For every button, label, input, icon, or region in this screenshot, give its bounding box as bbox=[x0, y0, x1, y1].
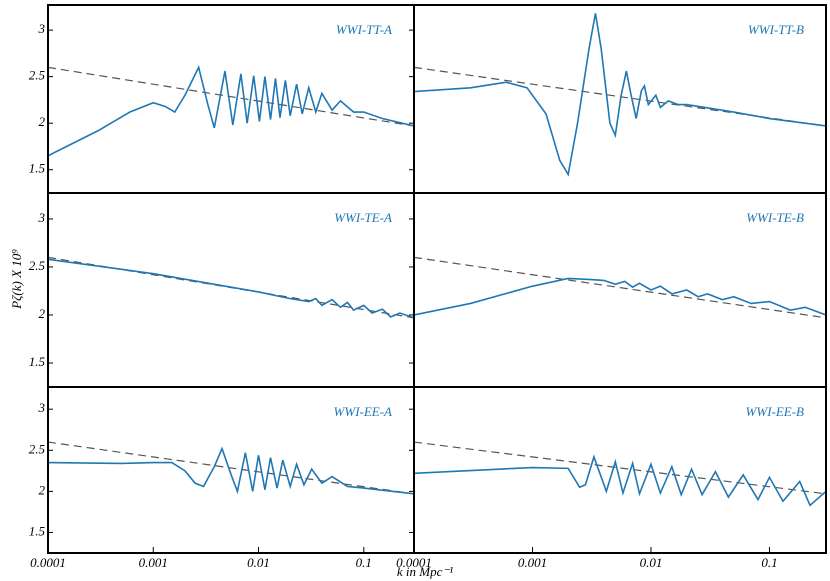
data-line bbox=[414, 13, 826, 177]
panel-annotation: WWI-EE-A bbox=[334, 404, 393, 419]
data-line bbox=[414, 454, 826, 507]
y-tick-label: 3 bbox=[38, 21, 46, 36]
panel-annotation: WWI-TT-B bbox=[748, 22, 804, 37]
data-line bbox=[414, 277, 826, 316]
panel-frame bbox=[413, 386, 827, 554]
y-tick-label: 1.5 bbox=[29, 523, 46, 538]
panel-annotation: WWI-TE-B bbox=[746, 210, 804, 225]
panel-annotation: WWI-TE-A bbox=[334, 210, 392, 225]
panel-annotation: WWI-TT-A bbox=[336, 22, 392, 37]
y-tick-label: 1.5 bbox=[29, 354, 46, 369]
y-tick-label: 1.5 bbox=[29, 161, 46, 176]
y-tick-label: 2.5 bbox=[29, 441, 46, 456]
reference-line bbox=[47, 441, 415, 495]
x-tick-label: 0.1 bbox=[356, 555, 372, 570]
reference-line bbox=[47, 66, 415, 127]
x-tick-label: 0.0001 bbox=[30, 555, 66, 570]
x-tick-label: 0.01 bbox=[640, 555, 663, 570]
x-tick-label: 0.0001 bbox=[396, 555, 432, 570]
x-axis-label: k in Mpc⁻¹ bbox=[397, 564, 453, 579]
y-tick-label: 3 bbox=[38, 400, 46, 415]
x-tick-label: 0.001 bbox=[139, 555, 168, 570]
x-tick-label: 0.1 bbox=[761, 555, 777, 570]
y-tick-label: 2.5 bbox=[29, 258, 46, 273]
data-line bbox=[48, 65, 414, 157]
reference-line bbox=[413, 66, 827, 127]
y-tick-label: 3 bbox=[38, 210, 46, 225]
y-tick-label: 2 bbox=[39, 114, 46, 129]
y-tick-label: 2 bbox=[39, 482, 46, 497]
y-tick-label: 2 bbox=[39, 306, 46, 321]
panel-annotation: WWI-EE-B bbox=[746, 404, 805, 419]
data-line bbox=[48, 258, 414, 319]
x-tick-label: 0.01 bbox=[247, 555, 270, 570]
y-tick-label: 2.5 bbox=[29, 68, 46, 83]
reference-line bbox=[413, 256, 827, 319]
x-tick-label: 0.001 bbox=[518, 555, 547, 570]
data-line bbox=[48, 446, 414, 495]
reference-line bbox=[413, 441, 827, 495]
y-axis-label: Pζ(k) X 10⁹ bbox=[9, 249, 24, 310]
